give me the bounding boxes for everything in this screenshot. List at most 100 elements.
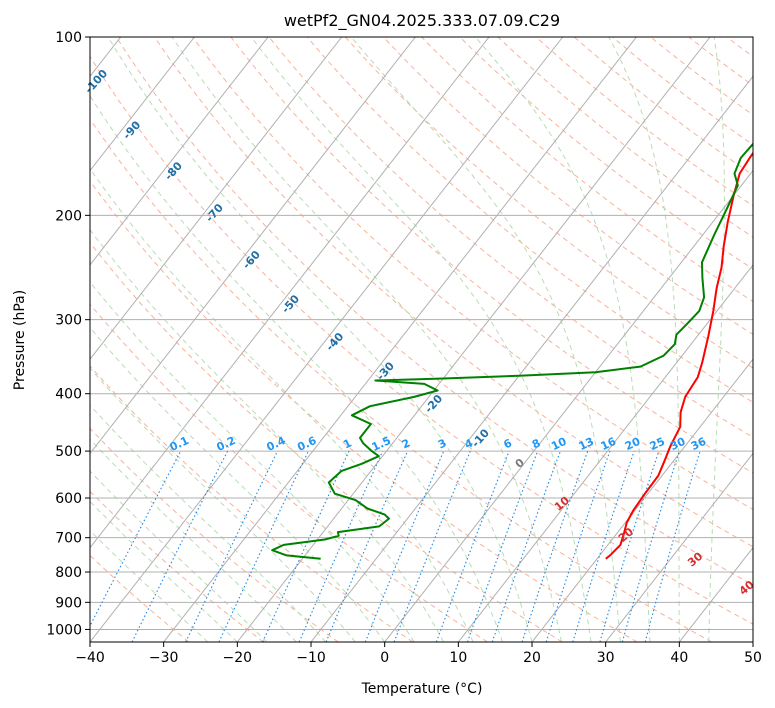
- mixing-ratio-line: [466, 450, 539, 642]
- mixing-ratio-line: [262, 450, 350, 642]
- isotherm-line: [384, 169, 753, 642]
- mixing-ratio-line: [131, 450, 229, 642]
- moist-adiabat-label: -90: [120, 118, 143, 142]
- moist-adiabat-label: -40: [323, 330, 346, 354]
- isotherm-line: [310, 75, 753, 642]
- y-tick-label: 600: [55, 491, 82, 507]
- y-tick-label: 200: [55, 208, 82, 224]
- dry-adiabat-line: [154, 37, 753, 548]
- isotherm-line: [90, 37, 269, 266]
- dry-adiabat-line: [115, 37, 753, 586]
- mixing-ratio-label: 13: [577, 435, 596, 453]
- dry-adiabat-line: [192, 37, 753, 510]
- dry-adiabat-line: [535, 37, 753, 207]
- mixing-ratio-label: 36: [689, 435, 709, 453]
- moist-adiabat-line: [90, 94, 503, 642]
- x-tick-label: −40: [75, 650, 105, 666]
- isotherm-line: [457, 264, 753, 642]
- moist-adiabat-label: -100: [82, 67, 110, 96]
- dry-adiabat-line: [421, 37, 753, 303]
- temperature-profile-line: [605, 151, 753, 560]
- dry-adiabat-line: [688, 37, 753, 87]
- mixing-ratio-label: 30: [668, 435, 688, 453]
- mixing-ratio-label: 6: [501, 436, 514, 451]
- moist-adiabat-line: [107, 37, 533, 642]
- isotherm-line: [236, 37, 711, 642]
- x-tick-label: 30: [597, 650, 615, 666]
- y-tick-label: 900: [55, 595, 82, 611]
- dry-adiabat-label: 0: [513, 456, 527, 471]
- dry-adiabat-label: 10: [552, 494, 572, 514]
- mixing-ratio-label: 25: [648, 435, 667, 453]
- y-tick-label: 1000: [46, 622, 82, 638]
- moist-adiabat-line: [475, 37, 651, 642]
- x-tick-label: −20: [223, 650, 253, 666]
- mixing-ratio-line: [325, 450, 409, 642]
- isotherm-line: [90, 37, 343, 360]
- x-tick-label: 0: [380, 650, 389, 666]
- y-tick-label: 300: [55, 313, 82, 329]
- moist-adiabat-label: -50: [279, 292, 302, 316]
- dry-adiabat-line: [306, 37, 753, 403]
- dry-adiabat-label: 30: [685, 549, 705, 569]
- mixing-ratio-line: [572, 450, 635, 642]
- moist-adiabat-line: [90, 500, 238, 642]
- isotherm-line: [90, 37, 416, 455]
- dry-adiabat-line: [344, 37, 753, 369]
- moist-adiabat-label: -80: [162, 159, 185, 183]
- mixing-ratio-label: 3: [436, 436, 448, 451]
- mixing-ratio-label: 20: [623, 435, 643, 453]
- dry-adiabat-line: [90, 303, 488, 642]
- moist-adiabat-line: [90, 281, 415, 642]
- mixing-ratio-line: [491, 450, 561, 642]
- isotherm-line: [163, 37, 637, 642]
- moist-adiabat-line: [250, 37, 592, 642]
- y-tick-label: 800: [55, 565, 82, 581]
- dry-adiabat-line: [90, 241, 563, 642]
- moist-adiabat-line: [350, 37, 621, 642]
- y-tick-label: 100: [55, 30, 82, 46]
- dry-adiabat-line: [765, 37, 775, 642]
- x-axis-label: Temperature (°C): [361, 681, 483, 697]
- y-tick-label: 500: [55, 444, 82, 460]
- mixing-ratio-line: [599, 450, 660, 642]
- moist-adiabat-line: [708, 37, 725, 642]
- mixing-ratio-line: [298, 450, 384, 642]
- moist-adiabat-line: [90, 367, 356, 642]
- mixing-ratio-line: [393, 450, 471, 642]
- mixing-ratio-label: 10: [549, 435, 569, 453]
- isotherm-line: [90, 37, 490, 549]
- dewpoint-profile-line: [271, 142, 753, 560]
- dry-adiabat-line: [383, 37, 753, 335]
- x-tick-label: 50: [744, 650, 762, 666]
- moist-adiabat-line: [608, 37, 680, 642]
- mixing-ratio-line: [364, 450, 445, 642]
- mixing-ratio-line: [545, 450, 611, 642]
- y-tick-label: 400: [55, 387, 82, 403]
- dry-adiabat-label: 20: [616, 525, 636, 545]
- y-axis-label: Pressure (hPa): [12, 290, 28, 390]
- x-tick-label: 20: [523, 650, 541, 666]
- mixing-ratio-label: 2: [400, 436, 412, 451]
- moist-adiabat-line: [90, 438, 297, 642]
- isotherm-line: [90, 37, 195, 172]
- moist-adiabat-label: -60: [240, 248, 263, 272]
- dry-adiabat-line: [90, 490, 264, 642]
- dry-adiabat-line: [90, 180, 638, 642]
- dry-adiabat-line: [459, 37, 753, 270]
- mixing-ratio-line: [435, 450, 510, 642]
- dry-adiabat-line: [497, 37, 753, 238]
- moist-adiabat-line: [90, 404, 327, 642]
- moist-adiabat-line: [171, 37, 562, 642]
- x-tick-label: −10: [296, 650, 326, 666]
- mixing-ratio-label: 16: [599, 435, 619, 453]
- plot-series: [271, 142, 753, 560]
- plot-frame: [89, 36, 754, 643]
- chart-title: wetPf2_GN04.2025.333.07.09.C29: [284, 11, 560, 31]
- isotherm-line: [531, 358, 753, 642]
- dry-adiabat-line: [90, 365, 414, 642]
- moist-adiabat-line: [90, 326, 386, 642]
- mixing-ratio-line: [521, 450, 589, 642]
